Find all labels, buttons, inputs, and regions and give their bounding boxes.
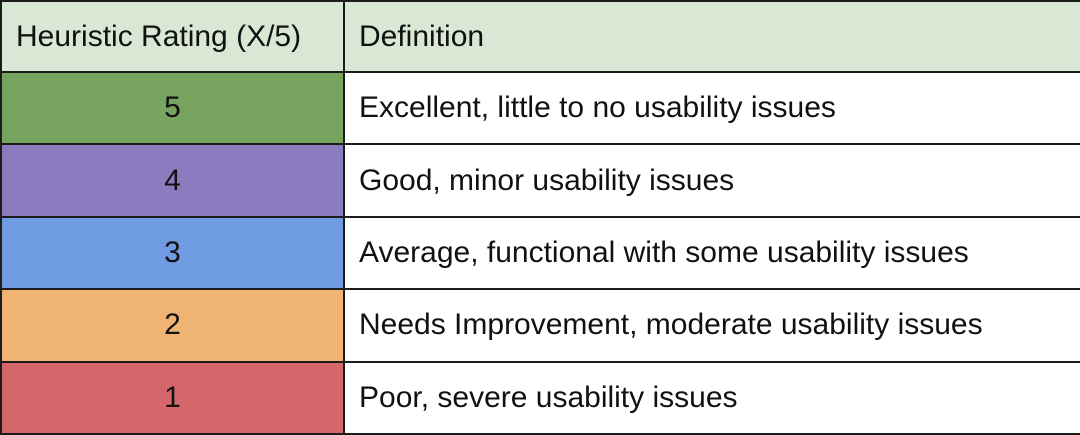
definition-cell: Needs Improvement, moderate usability is… [343, 288, 1080, 363]
table-row: 4 Good, minor usability issues [0, 143, 1080, 218]
definition-cell: Excellent, little to no usability issues [343, 70, 1080, 146]
rating-cell: 3 [0, 215, 345, 291]
table-body: 5 Excellent, little to no usability issu… [0, 70, 1080, 435]
rating-cell: 4 [0, 143, 345, 218]
table-row: 2 Needs Improvement, moderate usability … [0, 288, 1080, 363]
rating-cell: 2 [0, 288, 345, 363]
header-rating: Heuristic Rating (X/5) [0, 0, 345, 73]
rating-cell: 1 [0, 360, 345, 435]
table-row: 3 Average, functional with some usabilit… [0, 215, 1080, 291]
definition-cell: Poor, severe usability issues [343, 360, 1080, 435]
rating-cell: 5 [0, 70, 345, 146]
header-row: Heuristic Rating (X/5) Definition [0, 0, 1080, 73]
table-row: 1 Poor, severe usability issues [0, 360, 1080, 435]
table-row: 5 Excellent, little to no usability issu… [0, 70, 1080, 146]
table-header: Heuristic Rating (X/5) Definition [0, 0, 1080, 73]
definition-cell: Average, functional with some usability … [343, 215, 1080, 291]
header-definition: Definition [343, 0, 1080, 73]
definition-cell: Good, minor usability issues [343, 143, 1080, 218]
